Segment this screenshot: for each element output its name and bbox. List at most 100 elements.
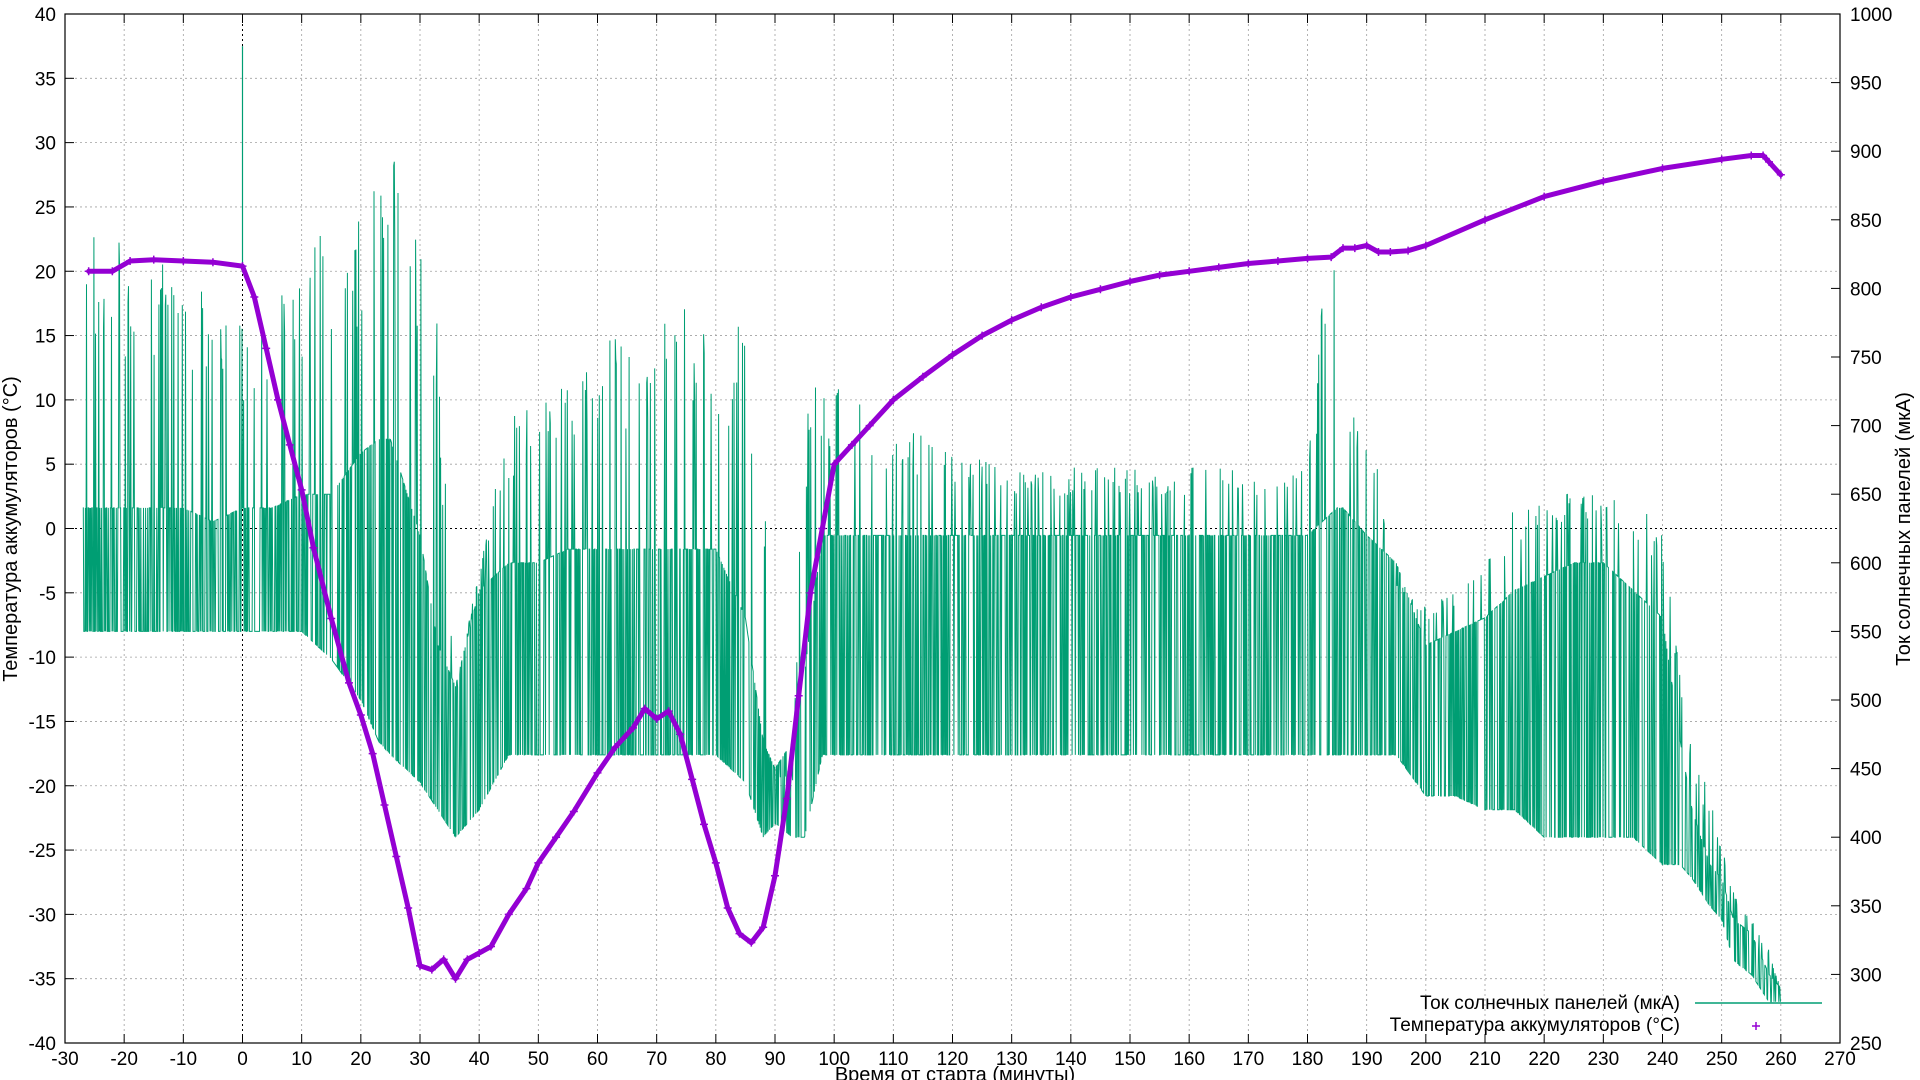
temperature-point [1776,170,1785,179]
x-tick-label: 30 [409,1049,430,1070]
temperature-point [629,723,637,732]
temperature-point [126,256,135,265]
y2-tick-label: 950 [1850,74,1882,95]
temperature-point [208,258,217,267]
temperature-point [327,614,336,623]
x-tick-label: 50 [528,1049,549,1070]
temperature-point [1759,151,1768,160]
y-tick-label: -40 [29,1034,56,1055]
temperature-point [1540,192,1549,201]
temperature-point [1155,271,1164,280]
temperature-point [611,743,620,752]
temperature-point [1303,254,1312,263]
temperature-point [487,942,495,951]
y2-tick-label: 850 [1850,211,1882,232]
temperature-point [392,852,401,861]
temperature-point [250,292,259,301]
temperature-point [865,421,874,430]
y-tick-label: 15 [35,327,56,348]
temperature-point [1096,285,1105,294]
temperature-point [593,768,602,777]
temperature-point [262,344,271,353]
y2-tick-label: 600 [1850,554,1882,575]
y-tick-label: -25 [29,841,56,862]
temperature-point [108,267,117,276]
temperature-point [504,910,513,919]
temperature-point [149,255,158,264]
temperature-point [676,730,685,739]
y-tick-label: 25 [35,198,56,219]
x-tick-label: 220 [1528,1049,1560,1070]
x-tick-labels: -30 -20 -10 0 10 20 30 40 50 60 70 80 90 100 110 120 130… [51,1049,1856,1070]
temperature-point [475,948,484,957]
temperature-point [1362,241,1371,250]
temperature-point [1273,256,1282,265]
y-tick-label: 20 [35,262,56,283]
temperature-point [948,350,957,359]
temperature-point [711,858,720,867]
temperature-point [451,974,460,983]
y2-axis-title: Ток солнечных панелей (мкА) [1893,392,1915,666]
temperature-point [380,801,389,810]
y-axis-title: Температура аккумуляторов (°C) [0,376,22,682]
legend-label-current: Ток солнечных панелей (мкА) [1420,993,1680,1014]
temperature-point [368,749,377,758]
x-tick-label: 150 [1114,1049,1146,1070]
y-tick-label: -20 [29,777,56,798]
temperature-point [274,395,282,404]
y-tick-label: -35 [29,970,56,991]
y-tick-label: -10 [29,648,56,669]
temperature-point [1037,303,1046,312]
y2-tick-label: 550 [1850,622,1882,643]
legend-label-temperature: Температура аккумуляторов (°C) [1390,1015,1680,1036]
temperature-point [238,262,247,271]
y2-tick-label: 750 [1850,348,1882,369]
temperature-point [569,807,578,816]
x-tick-label: 130 [996,1049,1028,1070]
temperature-point [179,256,188,265]
y2-tick-label: 900 [1850,142,1882,163]
x-tick-label: 270 [1824,1049,1856,1070]
temperature-point [1599,177,1608,186]
temperature-point [534,858,543,867]
x-tick-label: 20 [350,1049,371,1070]
y2-tick-label: 350 [1850,897,1882,918]
x-tick-label: 120 [937,1049,969,1070]
temperature-point [664,707,673,716]
temperature-point [1350,244,1359,253]
axis-ticks [64,13,1841,1044]
temperature-point [759,923,768,932]
temperature-point [297,485,306,494]
y-tick-label: -15 [29,712,56,733]
temperature-point [463,955,472,964]
temperature-point [439,955,448,964]
temperature-point [1185,267,1194,276]
temperature-point [771,871,779,880]
temperature-point [794,691,803,700]
temperature-point [1658,164,1667,173]
temperature-point [1386,247,1395,256]
grid-lines [65,14,1840,1043]
y2-tick-label: 450 [1850,760,1882,781]
temperature-point [652,714,661,723]
y2-tick-labels: 250 300 350 400 450 500 550 600 650 700 750 800 850 9… [1850,5,1892,1055]
temperature-point [1404,246,1413,255]
x-tick-label: 200 [1410,1049,1442,1070]
y-tick-label: 35 [35,69,56,90]
x-tick-label: 240 [1647,1049,1679,1070]
y-tick-label: -5 [39,584,56,605]
x-tick-label: 180 [1292,1049,1324,1070]
x-tick-label: 80 [705,1049,726,1070]
temperature-point [1214,263,1223,272]
x-tick-label: 260 [1765,1049,1797,1070]
temperature-point [345,678,353,687]
temperature-point [404,903,413,912]
temperature-point [818,524,827,533]
y-tick-label: -30 [29,905,56,926]
y-tick-label: 5 [45,455,56,476]
y2-tick-label: 500 [1850,691,1882,712]
x-tick-label: 100 [818,1049,850,1070]
temperature-point [806,588,815,597]
temperature-point [889,395,898,404]
temperature-point [427,965,436,974]
